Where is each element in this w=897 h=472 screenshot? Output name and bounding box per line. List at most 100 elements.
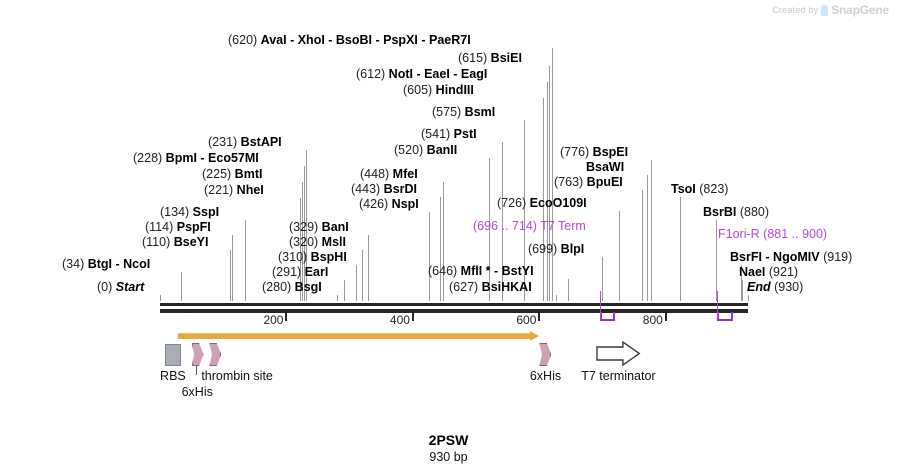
leader-line (337, 295, 339, 301)
enzyme-label-bsiei[interactable]: (615) BsiEI (458, 52, 522, 65)
label-position: (776) (560, 145, 590, 159)
label-position: (696 .. 714) (473, 219, 537, 233)
leader-line (642, 190, 644, 301)
orf-arrow-head (530, 331, 540, 341)
enzyme-label-bsgi[interactable]: (280) BsgI (262, 281, 322, 294)
ruler-tick (538, 313, 541, 321)
enzyme-label-bsrdi[interactable]: (443) BsrDI (351, 183, 417, 196)
leader-line (232, 235, 234, 301)
enzyme-label-naei[interactable]: NaeI (921) (739, 266, 798, 279)
feature-glyph-thrombin[interactable] (209, 343, 222, 366)
snapgene-watermark: Created by SnapGene (772, 3, 889, 17)
feature-glyph-rbs[interactable] (165, 344, 181, 366)
label-position: (763) (554, 175, 584, 189)
leader-line (542, 98, 544, 301)
enzyme-label-nhei[interactable]: (221) NheI (204, 184, 264, 197)
enzyme-label-mfli-bstyi[interactable]: (646) MflI * - BstYI (428, 265, 534, 278)
ruler-tick (411, 313, 414, 321)
leader-line (619, 211, 621, 301)
label-position: (627) (449, 280, 479, 294)
label-name: F1ori-R (718, 227, 760, 241)
enzyme-label-bani[interactable]: (329) BanI (289, 221, 349, 234)
enzyme-label-hindiii[interactable]: (605) HindIII (403, 84, 474, 97)
label-name: Start (115, 280, 145, 294)
label-position: (620) (228, 33, 258, 47)
enzyme-label-bseyi[interactable]: (110) BseYI (142, 236, 209, 249)
label-name: BstAPI (240, 135, 282, 149)
leader-line (552, 48, 553, 301)
enzyme-label-avai-group[interactable]: (620) AvaI - XhoI - BsoBI - PspXI - PaeR… (228, 34, 471, 47)
label-position: (228) (133, 151, 163, 165)
label-name: End (747, 280, 771, 294)
enzyme-label-bpmi-group[interactable]: (228) BpmI - Eco57MI (133, 152, 259, 165)
label-name: NaeI (739, 265, 766, 279)
feature-glyph-6xhis-left[interactable] (191, 343, 204, 366)
label-name: T7 Term (540, 219, 586, 233)
feature-glyph-t7terminator[interactable] (596, 340, 641, 367)
watermark-prefix: Created by (772, 5, 819, 15)
leader-line (488, 158, 490, 301)
feature-label-6xhis-right: 6xHis (529, 369, 562, 383)
enzyme-label-bsrbi[interactable]: BsrBI (880) (703, 206, 769, 219)
enzyme-label-bsawi[interactable]: BsaWI (586, 161, 624, 174)
enzyme-label-sspi[interactable]: (134) SspI (160, 206, 219, 219)
enzyme-label-noti-group[interactable]: (612) NotI - EaeI - EagI (356, 68, 487, 81)
enzyme-label-banii[interactable]: (520) BanII (394, 144, 457, 157)
enzyme-label-bsmi[interactable]: (575) BsmI (432, 106, 495, 119)
feature-glyph-6xhis-right[interactable] (539, 343, 552, 366)
label-name: NspI (391, 197, 419, 211)
enzyme-label-start[interactable]: (0) Start (97, 281, 144, 294)
enzyme-label-nspi[interactable]: (426) NspI (359, 198, 419, 211)
ruler-tick-label: 200 (263, 313, 284, 327)
enzyme-label-ecoo109i[interactable]: (726) EcoO109I (497, 197, 587, 210)
feature-label-6xhis-left: 6xHis (181, 385, 213, 399)
label-name: PstI (453, 127, 477, 141)
enzyme-label-bpuei[interactable]: (763) BpuEI (554, 176, 623, 189)
enzyme-label-mslI[interactable]: (320) MslI (289, 236, 346, 249)
enzyme-label-f1ori-r[interactable]: F1ori-R (881 .. 900) (718, 228, 827, 241)
enzyme-label-bsrfi-ngomiv[interactable]: BsrFI - NgoMIV (919) (730, 251, 852, 264)
label-name: TsoI (671, 182, 696, 196)
label-name: BsrBI (703, 205, 737, 219)
label-position: (225) (202, 167, 232, 181)
label-name: SspI (192, 205, 220, 219)
enzyme-label-pspfi[interactable]: (114) PspFI (145, 221, 211, 234)
enzyme-label-blpi[interactable]: (699) BlpI (528, 243, 584, 256)
feature-range-marker (717, 291, 719, 319)
enzyme-label-bstapi[interactable]: (231) BstAPI (208, 136, 282, 149)
leader-line (306, 150, 308, 301)
label-name: BsmI (464, 105, 496, 119)
label-name: BsaWI (586, 160, 625, 174)
ruler-tick-label: 800 (642, 313, 663, 327)
label-name: NotI - EaeI - EagI (388, 67, 488, 81)
enzyme-label-tsoi[interactable]: TsoI (823) (671, 183, 728, 196)
ruler-tick-label: 400 (389, 313, 410, 327)
leader-line (304, 166, 306, 301)
label-position: (615) (458, 51, 488, 65)
label-name: BspEI (592, 145, 629, 159)
label-name: EcoO109I (529, 196, 587, 210)
label-position: (699) (528, 242, 558, 256)
leader-line (440, 197, 442, 301)
enzyme-label-mfei[interactable]: (448) MfeI (360, 168, 418, 181)
enzyme-label-btgi-group[interactable]: (34) BtgI - NcoI (62, 258, 150, 271)
enzyme-label-bsphi[interactable]: (310) BspHI (278, 251, 347, 264)
leader-line (716, 220, 718, 301)
label-position: (520) (394, 143, 424, 157)
feature-label-t7terminator: T7 terminator (581, 369, 656, 383)
label-name: BmtI (234, 167, 263, 181)
leader-line (568, 279, 570, 301)
label-name: BseYI (173, 235, 209, 249)
label-position: (221) (204, 183, 234, 197)
enzyme-label-bmti[interactable]: (225) BmtI (202, 168, 262, 181)
enzyme-label-bsihkai[interactable]: (627) BsiHKAI (449, 281, 532, 294)
enzyme-label-bspei[interactable]: (776) BspEI (560, 146, 628, 159)
label-name: BanI (321, 220, 349, 234)
enzyme-label-psti[interactable]: (541) PstI (421, 128, 477, 141)
label-name: BsiEI (490, 51, 522, 65)
enzyme-label-eari[interactable]: (291) EarI (272, 266, 328, 279)
orf-arrow (177, 331, 540, 341)
enzyme-label-end[interactable]: End (930) (747, 281, 803, 294)
enzyme-label-t7term[interactable]: (696 .. 714) T7 Term (473, 220, 586, 233)
